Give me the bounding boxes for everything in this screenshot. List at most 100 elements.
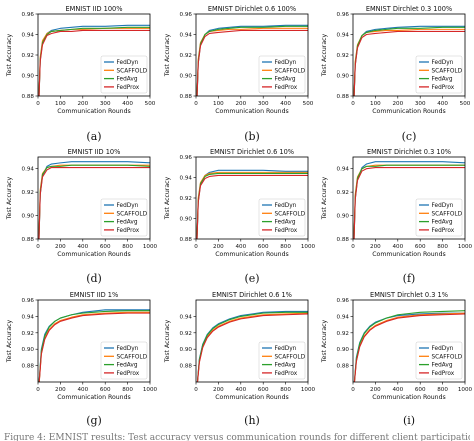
legend-box bbox=[415, 341, 463, 380]
x-tick-label: 600 bbox=[100, 387, 111, 393]
x-tick-label: 0 bbox=[351, 101, 355, 107]
legend-label-fedprox: FedProx bbox=[275, 228, 298, 234]
x-tick-label: 1000 bbox=[143, 387, 158, 393]
x-tick-label: 0 bbox=[36, 387, 40, 393]
plot-frame bbox=[195, 299, 309, 383]
legend-label-fedavg: FedAvg bbox=[117, 77, 138, 83]
legend-label-fedprox: FedProx bbox=[432, 371, 455, 377]
series-line-fedavg bbox=[353, 310, 465, 382]
subplot-c: 0 100 200 300 400 500 0.88 0.90 0.92 0.94 0.96 EMNI… bbox=[321, 5, 471, 143]
y-axis-label: Test Accuracy bbox=[6, 176, 13, 220]
x-tick-label: 100 bbox=[370, 101, 381, 107]
x-tick-label: 600 bbox=[258, 244, 269, 250]
x-axis-label: Communication Rounds bbox=[372, 251, 446, 258]
x-tick-label: 600 bbox=[100, 244, 111, 250]
legend-label-feddyn: FedDyn bbox=[432, 346, 454, 352]
legend-label-scaffold: SCAFFOLD bbox=[432, 211, 463, 217]
plot-title: EMNIST Dirichlet 0.6 1% bbox=[212, 291, 292, 299]
subplot-e: 0 200 400 600 800 1000 0.88 0.90 0.92 0.94 0.96 EMN… bbox=[164, 148, 316, 285]
y-tick-label: 0.88 bbox=[180, 237, 193, 243]
x-tick-label: 500 bbox=[145, 101, 156, 107]
x-tick-label: 600 bbox=[258, 387, 269, 393]
y-tick-label: 0.94 bbox=[337, 167, 350, 173]
x-axis-label: Communication Rounds bbox=[372, 108, 446, 115]
legend: FedDyn SCAFFOLD FedAvg FedProx bbox=[100, 55, 148, 94]
x-tick-label: 400 bbox=[235, 244, 246, 250]
legend-box bbox=[100, 341, 148, 380]
y-tick-label: 0.92 bbox=[22, 331, 34, 337]
subplot-caption: (e) bbox=[244, 272, 259, 285]
x-tick-label: 0 bbox=[351, 244, 355, 250]
y-tick-label: 0.88 bbox=[337, 94, 350, 100]
x-tick-label: 200 bbox=[392, 101, 403, 107]
x-tick-label: 200 bbox=[55, 244, 66, 250]
legend-label-fedavg: FedAvg bbox=[275, 363, 296, 369]
legend-label-fedavg: FedAvg bbox=[432, 363, 453, 369]
subplot-caption: (f) bbox=[403, 272, 416, 285]
x-tick-label: 800 bbox=[122, 244, 133, 250]
y-tick-label: 0.94 bbox=[180, 33, 193, 39]
subplot-f: 0 200 400 600 800 1000 0.88 0.90 0.92 0.94 EMNIST … bbox=[321, 148, 473, 285]
x-tick-label: 1000 bbox=[458, 387, 473, 393]
legend-label-feddyn: FedDyn bbox=[275, 346, 297, 352]
subplot-caption: (c) bbox=[402, 130, 417, 143]
x-tick-label: 400 bbox=[77, 387, 88, 393]
x-tick-label: 0 bbox=[36, 244, 40, 250]
x-axis-label: Communication Rounds bbox=[372, 394, 446, 401]
legend-label-scaffold: SCAFFOLD bbox=[432, 354, 463, 360]
y-tick-label: 0.96 bbox=[337, 298, 350, 304]
plot-frame bbox=[37, 156, 151, 240]
legend-box bbox=[415, 198, 463, 237]
x-tick-label: 100 bbox=[213, 101, 224, 107]
plot-title: EMNIST Dirichlet 0.6 100% bbox=[208, 5, 296, 13]
legend-label-fedavg: FedAvg bbox=[432, 77, 453, 83]
subplot-caption: (g) bbox=[86, 414, 102, 427]
legend-label-fedprox: FedProx bbox=[117, 371, 140, 377]
legend-label-scaffold: SCAFFOLD bbox=[275, 211, 306, 217]
plot-title: EMNIST Dirichlet 0.6 10% bbox=[210, 148, 294, 156]
legend-label-feddyn: FedDyn bbox=[432, 203, 454, 209]
x-tick-label: 1000 bbox=[301, 244, 316, 250]
x-axis-label: Communication Rounds bbox=[57, 108, 131, 115]
x-tick-label: 200 bbox=[77, 101, 88, 107]
legend-label-fedavg: FedAvg bbox=[432, 220, 453, 226]
y-tick-label: 0.92 bbox=[22, 190, 34, 196]
y-tick-label: 0.90 bbox=[22, 214, 35, 220]
subplot-caption: (i) bbox=[403, 414, 415, 427]
legend-label-feddyn: FedDyn bbox=[117, 346, 139, 352]
legend-label-fedavg: FedAvg bbox=[275, 220, 296, 226]
legend-label-feddyn: FedDyn bbox=[275, 203, 297, 209]
legend-label-feddyn: FedDyn bbox=[432, 60, 454, 66]
y-tick-label: 0.96 bbox=[337, 12, 350, 18]
legend-label-scaffold: SCAFFOLD bbox=[275, 68, 306, 74]
x-tick-label: 300 bbox=[415, 101, 426, 107]
y-tick-label: 0.96 bbox=[22, 12, 35, 18]
x-tick-label: 400 bbox=[392, 244, 403, 250]
plot-title: EMNIST IID 1% bbox=[70, 291, 119, 299]
legend-label-scaffold: SCAFFOLD bbox=[117, 211, 148, 217]
series-line-fedprox bbox=[353, 30, 465, 96]
legend-label-scaffold: SCAFFOLD bbox=[117, 354, 148, 360]
y-tick-label: 0.92 bbox=[180, 53, 192, 59]
y-axis-label: Test Accuracy bbox=[321, 176, 328, 220]
legend-label-fedavg: FedAvg bbox=[275, 77, 296, 83]
y-tick-label: 0.92 bbox=[180, 331, 192, 337]
subplot-caption: (a) bbox=[86, 130, 101, 143]
x-tick-label: 800 bbox=[122, 387, 133, 393]
x-axis-label: Communication Rounds bbox=[57, 394, 131, 401]
x-tick-label: 400 bbox=[235, 387, 246, 393]
legend-label-feddyn: FedDyn bbox=[117, 60, 139, 66]
x-tick-label: 200 bbox=[55, 387, 66, 393]
legend-label-scaffold: SCAFFOLD bbox=[275, 354, 306, 360]
x-tick-label: 400 bbox=[437, 101, 448, 107]
y-tick-label: 0.94 bbox=[180, 314, 193, 320]
legend: FedDyn SCAFFOLD FedAvg FedProx bbox=[415, 341, 463, 380]
x-tick-label: 200 bbox=[235, 101, 246, 107]
y-tick-label: 0.90 bbox=[22, 347, 35, 353]
plot-title: EMNIST Dirichlet 0.3 10% bbox=[367, 148, 451, 156]
y-axis-label: Test Accuracy bbox=[164, 33, 171, 77]
x-tick-label: 0 bbox=[36, 101, 40, 107]
subplot-a: 0 100 200 300 400 500 0.88 0.90 0.92 0.94 0.96 EMNI… bbox=[6, 5, 156, 143]
y-tick-label: 0.92 bbox=[337, 53, 349, 59]
x-tick-label: 800 bbox=[280, 244, 291, 250]
